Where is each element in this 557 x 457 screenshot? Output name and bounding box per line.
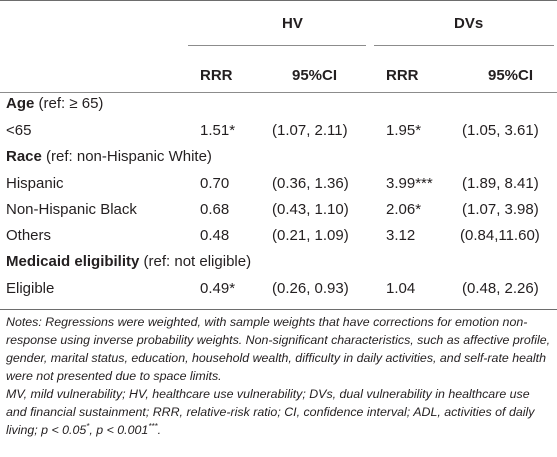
abbreviations-text: MV, mild vulnerability; HV, healthcare u… <box>6 387 535 437</box>
p-value-1-marker: * <box>86 421 90 431</box>
hv-ci-cell: (0.21, 1.09) <box>272 227 349 244</box>
row-label: Eligible <box>6 280 55 297</box>
dvs-group-header: DVs <box>454 15 484 32</box>
dv-rrr-cell: 3.99*** <box>386 175 433 192</box>
dv-rrr-header: RRR <box>386 67 419 84</box>
dv-ci-cell: (1.05, 3.61) <box>462 122 539 139</box>
hv-rrr-cell: 0.70 <box>200 175 230 192</box>
hv-rrr-cell: 0.48 <box>200 227 230 244</box>
dv-ci-cell: (1.07, 3.98) <box>462 201 539 218</box>
dv-ci-cell: (0.48, 2.26) <box>462 280 539 297</box>
section-medicaid-heading: Medicaid eligibility (ref: not eligible) <box>6 253 251 271</box>
hv-ci-cell: (0.36, 1.36) <box>272 175 349 192</box>
table-top-rule <box>0 0 557 1</box>
hv-group-header: HV <box>282 15 303 32</box>
dv-rrr-cell: 2.06* <box>386 201 422 218</box>
notes-paragraph: Notes: Regressions were weighted, with s… <box>6 315 551 383</box>
section-age-heading: Age (ref: ≥ 65) <box>6 95 103 113</box>
section-ref: (ref: non-Hispanic White) <box>41 148 212 165</box>
header-rule <box>0 92 557 93</box>
hv-rrr-cell: 0.68 <box>200 201 230 218</box>
hv-ci-cell: (1.07, 2.11) <box>272 122 348 139</box>
p-value-2: p < 0.001 <box>96 423 149 437</box>
section-title: Race <box>6 148 42 165</box>
dv-ci-cell: (0.84,11.60) <box>460 227 540 244</box>
hv-group-rule <box>188 45 366 46</box>
p-value-2-marker: *** <box>148 421 158 431</box>
section-title: Age <box>6 95 35 112</box>
section-ref: (ref: not eligible) <box>139 253 252 270</box>
dv-ci-header: 95%CI <box>488 67 534 84</box>
separator: , <box>89 423 97 437</box>
hv-ci-cell: (0.26, 0.93) <box>272 280 349 297</box>
hv-rrr-header: RRR <box>200 67 233 84</box>
section-title: Medicaid eligibility <box>6 253 140 270</box>
dv-rrr-cell: 1.04 <box>386 280 416 297</box>
p-value-1: p < 0.05 <box>41 423 87 437</box>
row-label: Non-Hispanic Black <box>6 201 137 218</box>
abbreviations-paragraph: MV, mild vulnerability; HV, healthcare u… <box>6 385 552 439</box>
dv-rrr-cell: 1.95* <box>386 122 422 139</box>
hv-ci-header: 95%CI <box>292 67 338 84</box>
hv-rrr-cell: 0.49* <box>200 280 236 297</box>
end-period: . <box>157 423 162 437</box>
row-label: Hispanic <box>6 175 64 192</box>
row-label: Others <box>6 227 52 244</box>
dv-rrr-cell: 3.12 <box>386 227 416 244</box>
dv-ci-cell: (1.89, 8.41) <box>462 175 539 192</box>
table-notes: Notes: Regressions were weighted, with s… <box>6 313 552 439</box>
row-label: <65 <box>6 122 32 139</box>
hv-rrr-cell: 1.51* <box>200 122 236 139</box>
table-bottom-rule <box>0 309 557 310</box>
hv-ci-cell: (0.43, 1.10) <box>272 201 349 218</box>
dvs-group-rule <box>374 45 554 46</box>
section-race-heading: Race (ref: non-Hispanic White) <box>6 148 212 166</box>
section-ref: (ref: ≥ 65) <box>34 95 104 112</box>
